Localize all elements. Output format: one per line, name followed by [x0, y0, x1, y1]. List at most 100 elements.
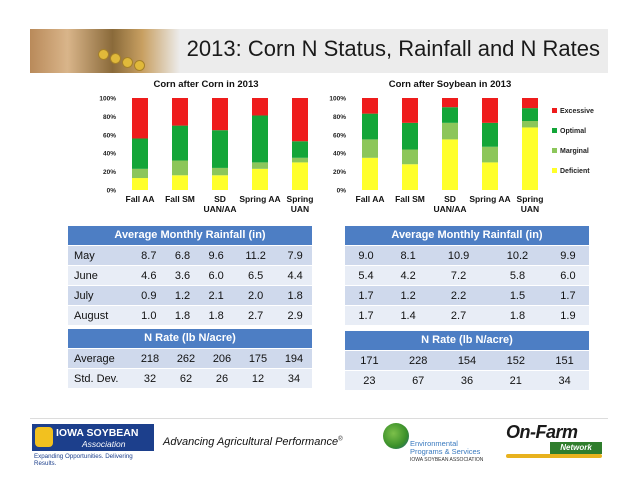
legend-swatch-optimal: [552, 128, 557, 133]
table-cell: 1.7: [345, 305, 388, 326]
y-tick-label: 100%: [329, 96, 346, 103]
table-cell: 4.4: [278, 265, 312, 286]
row-label: July: [68, 285, 132, 306]
bar-optimal: [442, 107, 458, 123]
table-cell: 7.2: [429, 265, 489, 286]
bar-optimal: [522, 108, 538, 121]
y-tick-label: 40%: [103, 151, 116, 158]
table-row: 171 228 154 152 151: [345, 351, 589, 371]
table-cell: 1.5: [488, 285, 547, 306]
bar-deficient: [362, 157, 378, 190]
y-tick-label: 0%: [107, 188, 117, 195]
row-label: Std. Dev.: [68, 368, 132, 389]
bar-deficient: [482, 162, 498, 190]
bar-excessive: [292, 98, 308, 142]
legend-label-excessive: Excessive: [560, 108, 594, 115]
bar-optimal: [292, 141, 308, 158]
bar-excessive: [252, 98, 268, 116]
table-row: May 8.7 6.8 9.6 11.2 7.9: [68, 246, 312, 266]
y-tick-label: 100%: [99, 96, 116, 103]
bar-optimal: [402, 122, 418, 150]
x-tick-label: Fall SM: [395, 194, 425, 204]
table-cell: 8.7: [132, 246, 166, 266]
table-cell: 5.4: [345, 265, 388, 286]
table-cell: 10.2: [488, 246, 547, 266]
y-tick-label: 60%: [333, 132, 346, 139]
table-cell: 2.2: [429, 285, 489, 306]
table-cell: 1.8: [199, 305, 233, 326]
table-row: Std. Dev. 32 62 26 12 34: [68, 368, 312, 389]
legend-label-optimal: Optimal: [560, 128, 586, 135]
table-cell: 154: [442, 351, 492, 371]
footer-divider: [30, 418, 608, 419]
bar-optimal: [212, 130, 228, 168]
table-row: August 1.0 1.8 1.8 2.7 2.9: [68, 305, 312, 326]
x-tick-label: Spring AA: [239, 194, 280, 204]
swoosh-icon: [506, 454, 602, 458]
table-cell: 9.6: [199, 246, 233, 266]
table-cell: 4.6: [132, 265, 166, 286]
x-tick-label: Spring: [517, 194, 544, 204]
bar-optimal: [172, 125, 188, 161]
x-tick-label: UAN: [291, 204, 309, 214]
soybean-icon: [134, 60, 145, 71]
environmental-programs-logo-icon: [383, 423, 409, 449]
table-cell: 6.0: [199, 265, 233, 286]
table-cell: 6.5: [232, 265, 279, 286]
rainfall-table-corn-after-soybean: 9.0 8.1 10.9 10.2 9.9 5.4 4.2 7.2 5.8 6.0 1.7 1.2 2.…: [345, 246, 589, 326]
table-cell: 36: [442, 370, 492, 391]
x-tick-label: Spring AA: [469, 194, 510, 204]
table-cell: 1.8: [488, 305, 547, 326]
chart-title-corn-after-corn: Corn after Corn in 2013: [153, 79, 259, 90]
y-tick-label: 60%: [103, 132, 116, 139]
table-cell: 34: [540, 370, 589, 391]
table-cell: 1.0: [132, 305, 166, 326]
y-tick-label: 0%: [337, 188, 347, 195]
table-cell: 1.7: [345, 285, 388, 306]
bar-marginal: [212, 167, 228, 176]
isa-sub: Association: [82, 439, 126, 449]
y-tick-label: 80%: [333, 114, 346, 121]
soybean-logo-icon: [35, 427, 53, 447]
table-cell: 2.7: [429, 305, 489, 326]
table-cell: 34: [276, 368, 312, 389]
bar-optimal: [132, 138, 148, 169]
bar-deficient: [172, 175, 188, 190]
table-cell: 6.8: [165, 246, 200, 266]
bar-excessive: [522, 98, 538, 109]
table-cell: 1.2: [165, 285, 200, 306]
table-cell: 218: [132, 349, 168, 369]
table-cell: 12: [240, 368, 276, 389]
table-cell: 2.9: [278, 305, 312, 326]
bar-deficient: [252, 168, 268, 190]
legend-label-deficient: Deficient: [560, 168, 590, 175]
legend-swatch-marginal: [552, 148, 557, 153]
iowa-soybean-association-logo: IOWA SOYBEAN Association Expanding Oppor…: [32, 424, 154, 467]
legend-swatch-deficient: [552, 168, 557, 173]
table-cell: 11.2: [232, 246, 279, 266]
x-tick-label: UAN/AA: [433, 204, 466, 214]
bar-excessive: [172, 98, 188, 126]
table-cell: 67: [393, 370, 443, 391]
bar-deficient: [132, 178, 148, 190]
table-row: Average 218 262 206 175 194: [68, 349, 312, 369]
nrate-table-corn-after-corn: Average 218 262 206 175 194 Std. Dev. 32 62 26 12 3…: [68, 349, 312, 389]
table-cell: 194: [276, 349, 312, 369]
table-cell: 8.1: [387, 246, 430, 266]
chart-title-corn-after-soybean: Corn after Soybean in 2013: [388, 79, 512, 90]
table-cell: 5.8: [488, 265, 547, 286]
table-cell: 1.4: [387, 305, 430, 326]
bar-deficient: [442, 139, 458, 190]
table-cell: 151: [540, 351, 589, 371]
bar-excessive: [482, 98, 498, 123]
table-cell: 1.8: [278, 285, 312, 306]
slide-title: 2013: Corn N Status, Rainfall and N Rate…: [186, 36, 600, 61]
table-cell: 228: [393, 351, 443, 371]
chart-corn-after-corn: 0% 20% 40% 60% 80% 100% Fall AA Fall SM SDUAN/AA…: [99, 96, 313, 215]
table-cell: 4.2: [387, 265, 430, 286]
nrate-header-left: N Rate (lb N/acre): [68, 329, 312, 348]
table-row: 1.7 1.2 2.2 1.5 1.7: [345, 285, 589, 306]
row-label: Average: [68, 349, 132, 369]
table-cell: 206: [204, 349, 240, 369]
